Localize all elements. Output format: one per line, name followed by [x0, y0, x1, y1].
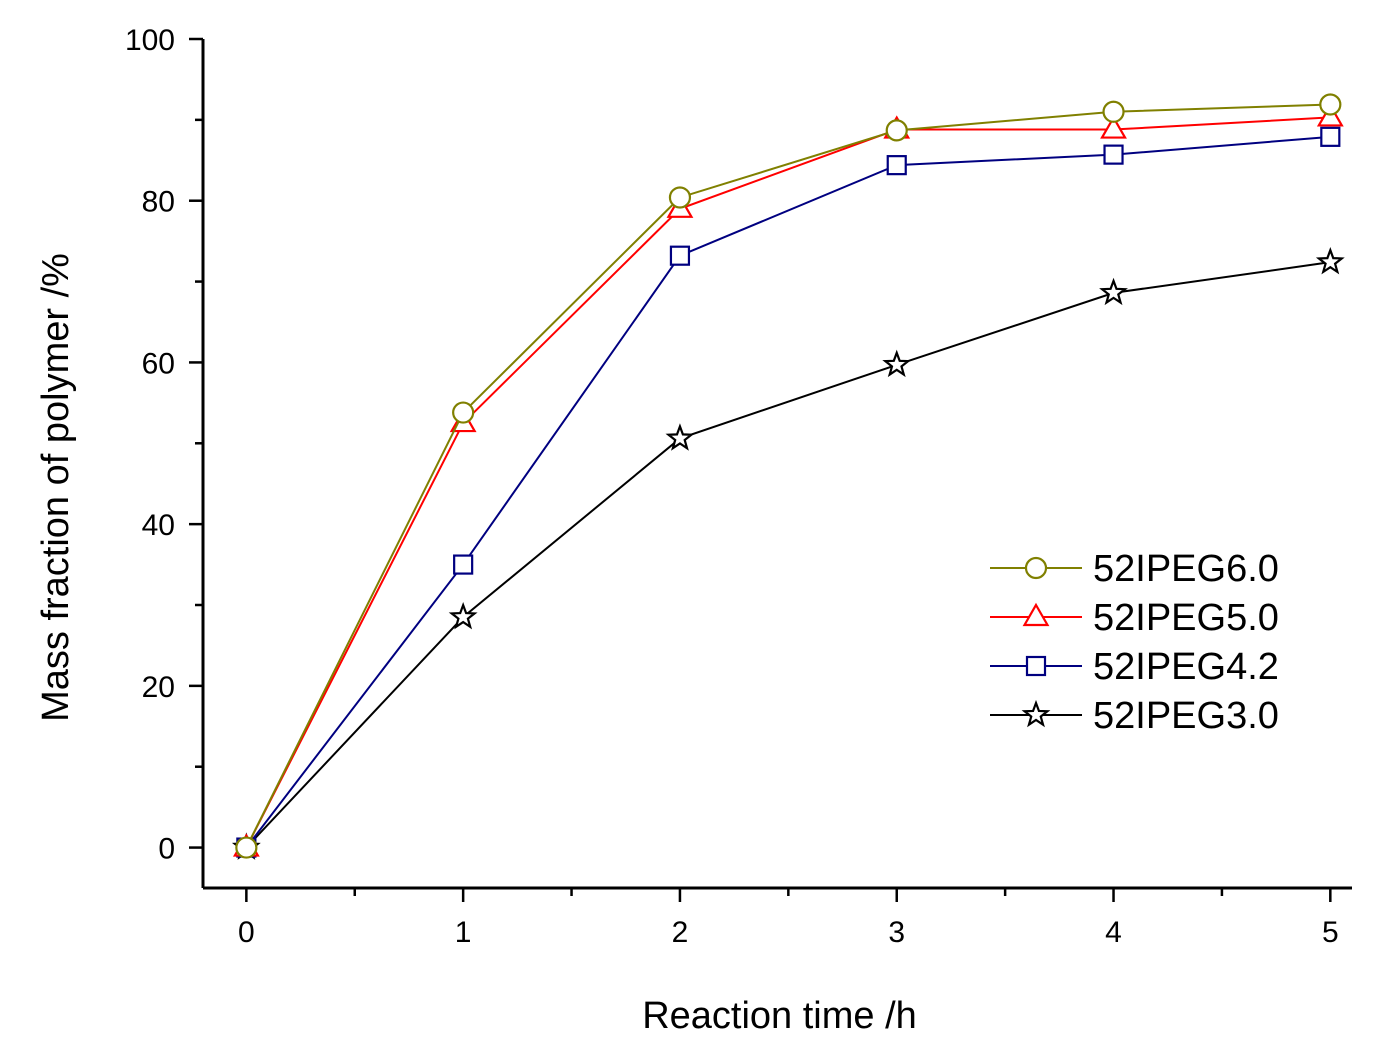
data-point-circle [668, 186, 692, 209]
x-tick-label: 3 [888, 916, 905, 949]
legend-label: 52IPEG6.0 [1093, 548, 1279, 590]
data-point-triangle [1100, 115, 1127, 139]
data-point-square [453, 554, 474, 575]
data-point-circle [1319, 93, 1342, 116]
data-point-circle [885, 119, 908, 142]
data-point-square [669, 245, 691, 266]
legend-marker-square [1025, 655, 1047, 677]
data-point-star [1099, 277, 1128, 306]
series-line [245, 135, 1331, 849]
x-tick-label: 0 [238, 916, 255, 949]
x-tick-label: 1 [455, 916, 472, 949]
y-tick-label: 20 [142, 671, 175, 704]
data-point-square [886, 155, 907, 176]
legend-marker-triangle [1022, 602, 1050, 627]
data-point-square [1103, 144, 1124, 165]
x-tick-label: 2 [672, 916, 689, 949]
legend-entry: 52IPEG6.0 [990, 548, 1279, 590]
legend: 52IPEG6.0 52IPEG5.0 52IPEG4.2 52IPEG3.0 [990, 548, 1279, 737]
series-layer [231, 93, 1345, 860]
y-tick-label: 0 [158, 833, 175, 866]
legend-entry: 52IPEG4.2 [990, 646, 1279, 688]
legend-label: 52IPEG4.2 [1093, 646, 1279, 688]
legend-marker-circle [1024, 556, 1048, 580]
axes: 0 20 40 60 80 100 0 1 2 3 4 5 [125, 24, 1352, 949]
y-axis-title: Mass fraction of polymer /% [35, 253, 77, 722]
series-line [245, 103, 1331, 849]
x-tick-label: 5 [1322, 916, 1339, 949]
data-point-star [448, 601, 478, 630]
data-point-star [882, 349, 912, 378]
data-point-star [1315, 246, 1345, 275]
series-52IPEG4.2 [236, 126, 1341, 858]
data-point-star [665, 423, 695, 451]
series-line [245, 116, 1331, 849]
series-52IPEG6.0 [235, 93, 1342, 859]
legend-entry: 52IPEG3.0 [990, 695, 1279, 737]
y-tick-label: 40 [142, 509, 175, 542]
y-tick-label: 100 [125, 24, 175, 57]
data-point-square [1320, 126, 1341, 147]
data-point-circle [235, 836, 258, 859]
series-line [245, 261, 1331, 849]
legend-label: 52IPEG3.0 [1093, 695, 1279, 737]
legend-entry: 52IPEG5.0 [990, 597, 1279, 639]
data-point-circle [1102, 100, 1125, 123]
x-tick-label: 4 [1105, 916, 1122, 949]
y-tick-label: 60 [142, 347, 175, 380]
series-52IPEG5.0 [232, 103, 1344, 857]
data-point-circle [452, 401, 475, 424]
x-axis-title: Reaction time /h [642, 995, 917, 1037]
legend-label: 52IPEG5.0 [1093, 597, 1279, 639]
y-tick-label: 80 [142, 186, 175, 219]
legend-marker-star [1021, 699, 1051, 728]
